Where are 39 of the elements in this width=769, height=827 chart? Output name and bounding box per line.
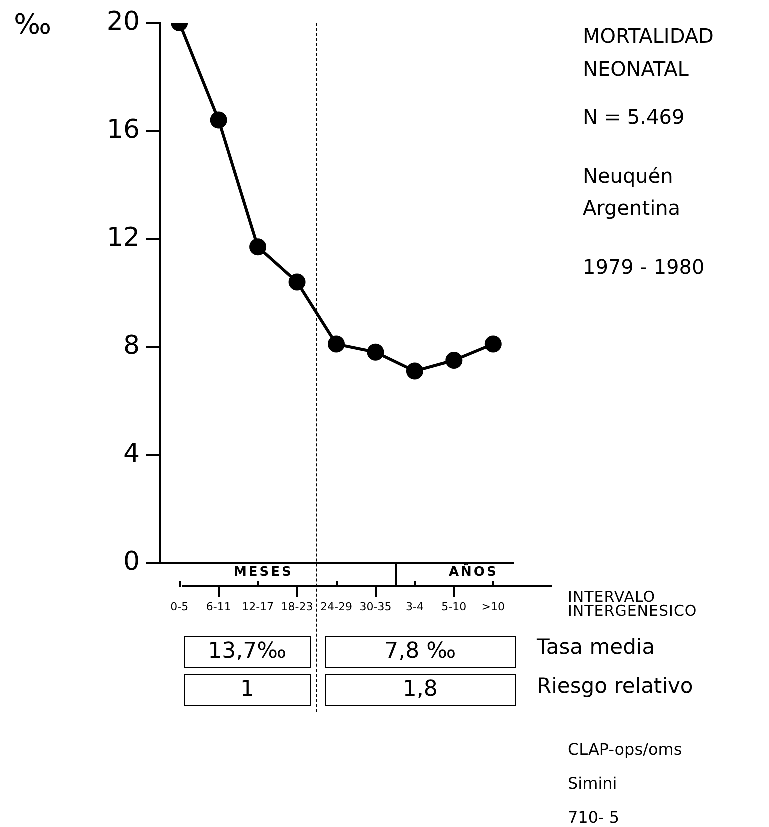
table-cell: 1,8	[324, 674, 516, 706]
x-axis-title: INTERVALO INTERGENESICO	[568, 588, 698, 620]
text: 1979 - 1980	[583, 255, 705, 279]
x-tick-label: 6-11	[206, 600, 232, 614]
y-tick-label: 16	[106, 114, 140, 145]
y-tick-label: 20	[106, 6, 140, 37]
group-bracket: MESES AÑOS	[182, 563, 552, 597]
table-cell: 1	[184, 674, 311, 706]
x-tick-label: 3-4	[406, 600, 424, 614]
point	[484, 336, 502, 353]
point	[406, 362, 424, 380]
x-tick-label: 30-35	[360, 600, 392, 614]
x-tick-label: 0-5	[170, 600, 189, 614]
x-tick-label: 5-10	[442, 600, 467, 614]
x-tick-label: 24-29	[320, 600, 352, 614]
point	[367, 344, 384, 361]
y-tick-label: 4	[123, 438, 140, 469]
text: Neuquén Argentina	[583, 163, 682, 222]
point	[210, 112, 228, 129]
point	[288, 274, 306, 291]
text: Simini	[568, 774, 618, 793]
y-tick-label: 8	[123, 330, 140, 361]
text: Tasa media	[537, 635, 656, 659]
text: 710- 5	[568, 808, 620, 827]
x-tick-label: 18-23	[281, 600, 314, 614]
text: Riesgo relativo	[537, 674, 694, 698]
point	[328, 336, 345, 353]
y-tick-label: 12	[106, 222, 140, 253]
point	[446, 352, 463, 369]
y-axis-title: ‰	[14, 8, 52, 41]
y-tick-label: 0	[123, 546, 140, 577]
table-cell: 7,8 ‰	[324, 636, 516, 668]
text: N = 5.469	[583, 105, 685, 129]
table-cell: 13,7‰	[184, 636, 311, 668]
x-tick-label: 12-17	[242, 600, 274, 614]
text: CLAP-ops/oms	[568, 740, 682, 759]
x-tick-label: >10	[482, 600, 505, 614]
text: MORTALIDAD NEONATAL	[583, 23, 715, 83]
point	[250, 238, 267, 256]
